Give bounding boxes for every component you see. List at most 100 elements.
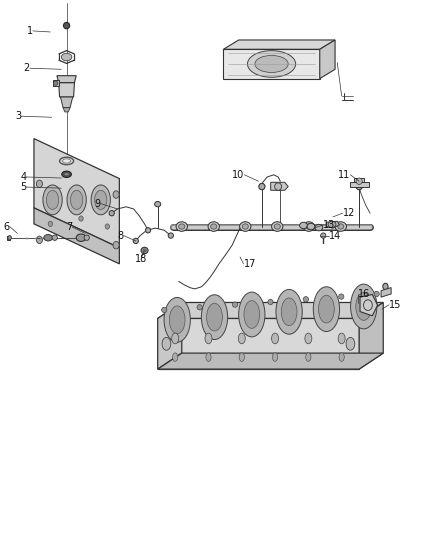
Polygon shape <box>381 288 391 297</box>
Ellipse shape <box>305 333 312 344</box>
Ellipse shape <box>36 180 42 188</box>
Text: 17: 17 <box>244 259 256 269</box>
Ellipse shape <box>44 235 53 241</box>
Ellipse shape <box>67 185 86 215</box>
Ellipse shape <box>318 295 334 323</box>
Ellipse shape <box>321 233 326 238</box>
Ellipse shape <box>170 306 185 334</box>
Ellipse shape <box>244 301 260 328</box>
Text: 3: 3 <box>15 111 21 121</box>
Text: 6: 6 <box>4 222 10 231</box>
Ellipse shape <box>8 236 11 240</box>
Text: 4: 4 <box>20 172 26 182</box>
Ellipse shape <box>64 22 70 29</box>
Ellipse shape <box>338 224 344 229</box>
Polygon shape <box>34 208 119 264</box>
Text: 14: 14 <box>328 231 341 240</box>
Ellipse shape <box>268 300 273 305</box>
Ellipse shape <box>238 333 245 344</box>
Polygon shape <box>34 139 119 248</box>
Polygon shape <box>158 303 383 319</box>
Ellipse shape <box>109 211 114 216</box>
Text: 18: 18 <box>135 254 147 263</box>
Ellipse shape <box>306 224 312 229</box>
Ellipse shape <box>300 222 307 229</box>
Ellipse shape <box>338 333 345 344</box>
Text: 1: 1 <box>27 26 33 36</box>
Ellipse shape <box>155 201 161 207</box>
Text: 16: 16 <box>358 289 371 299</box>
Text: 11: 11 <box>338 170 350 180</box>
Ellipse shape <box>303 222 314 231</box>
Ellipse shape <box>162 307 167 312</box>
Ellipse shape <box>255 55 288 72</box>
Ellipse shape <box>313 287 339 332</box>
Polygon shape <box>360 294 378 316</box>
Ellipse shape <box>105 224 110 229</box>
Ellipse shape <box>281 298 297 326</box>
Ellipse shape <box>274 224 280 229</box>
Polygon shape <box>359 303 383 369</box>
Ellipse shape <box>315 224 323 231</box>
Ellipse shape <box>113 241 119 249</box>
Text: 10: 10 <box>232 170 244 180</box>
Polygon shape <box>7 236 10 240</box>
Ellipse shape <box>328 221 336 228</box>
Ellipse shape <box>164 297 191 342</box>
Ellipse shape <box>52 235 57 240</box>
Ellipse shape <box>205 333 212 344</box>
Ellipse shape <box>84 235 89 240</box>
Text: 13: 13 <box>323 220 336 230</box>
Ellipse shape <box>211 224 217 229</box>
Polygon shape <box>63 108 70 112</box>
Ellipse shape <box>36 236 42 244</box>
Ellipse shape <box>275 183 282 190</box>
Polygon shape <box>60 97 73 108</box>
Ellipse shape <box>46 190 59 209</box>
Polygon shape <box>354 178 364 182</box>
Ellipse shape <box>272 353 278 361</box>
Ellipse shape <box>162 337 171 350</box>
Ellipse shape <box>133 238 138 244</box>
Polygon shape <box>57 76 76 83</box>
Ellipse shape <box>201 295 228 340</box>
Ellipse shape <box>239 353 244 361</box>
Polygon shape <box>59 83 74 97</box>
Ellipse shape <box>239 292 265 337</box>
Text: 9: 9 <box>95 199 101 208</box>
Text: 8: 8 <box>117 231 124 240</box>
Text: 7: 7 <box>66 222 72 232</box>
Ellipse shape <box>145 228 151 233</box>
Ellipse shape <box>113 191 119 198</box>
Ellipse shape <box>61 53 72 61</box>
Ellipse shape <box>240 222 251 231</box>
Ellipse shape <box>346 337 355 350</box>
Ellipse shape <box>141 247 148 254</box>
Ellipse shape <box>272 333 279 344</box>
Ellipse shape <box>179 224 185 229</box>
Ellipse shape <box>64 173 69 176</box>
Ellipse shape <box>172 333 179 344</box>
Polygon shape <box>223 50 320 78</box>
Ellipse shape <box>207 303 223 331</box>
Ellipse shape <box>356 293 371 320</box>
Polygon shape <box>158 319 359 369</box>
Ellipse shape <box>383 284 388 290</box>
Ellipse shape <box>63 159 71 163</box>
Ellipse shape <box>62 171 71 177</box>
Polygon shape <box>158 303 182 369</box>
Polygon shape <box>350 182 369 187</box>
Ellipse shape <box>335 222 346 231</box>
Text: 5: 5 <box>20 182 26 192</box>
Ellipse shape <box>247 51 296 77</box>
Ellipse shape <box>259 183 265 190</box>
Text: 12: 12 <box>343 208 355 218</box>
Ellipse shape <box>91 185 110 215</box>
Ellipse shape <box>350 284 377 329</box>
Ellipse shape <box>339 353 344 361</box>
Ellipse shape <box>356 178 362 184</box>
Ellipse shape <box>48 221 53 227</box>
Ellipse shape <box>176 222 187 231</box>
Ellipse shape <box>76 234 86 241</box>
Ellipse shape <box>143 249 146 252</box>
